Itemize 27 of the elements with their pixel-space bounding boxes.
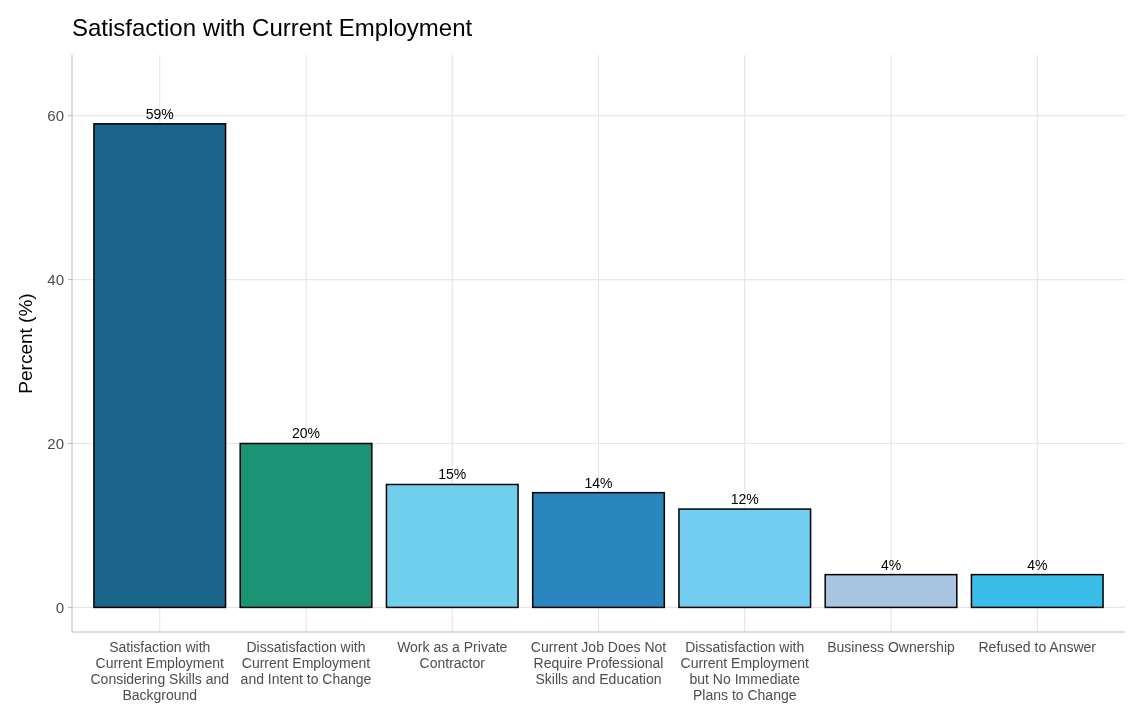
x-tick-label: Dissatisfaction with Current Employment but No Immediate Plans to Change: [680, 639, 810, 703]
data-label: 12%: [730, 491, 759, 508]
y-tick-label: 60: [47, 106, 64, 124]
chart-title: Satisfaction with Current Employment: [72, 14, 473, 41]
bar: [385, 483, 519, 609]
x-tick-label: Satisfaction with Current Employment Considering Skills and Background: [90, 639, 230, 703]
x-tick-label: Business Ownership: [827, 639, 956, 655]
x-tick-label: Current Job Does Not Require Professional Skills and Education: [530, 639, 667, 687]
x-tick-label: Work as a Private Contractor: [397, 639, 508, 671]
y-axis-title: Percent (%): [15, 293, 36, 394]
data-label: 15%: [438, 466, 467, 483]
bar: [678, 508, 812, 609]
data-label: 4%: [880, 556, 902, 573]
bar: [531, 491, 666, 609]
bar: [970, 573, 1104, 609]
x-tick-label: Dissatisfaction with Current Employment and Intent to Change: [240, 639, 372, 687]
bar: [824, 573, 958, 609]
y-tick-label: 40: [47, 270, 64, 288]
data-label: 14%: [584, 474, 613, 491]
bar: [93, 123, 227, 609]
data-label: 4%: [1027, 556, 1048, 573]
data-label: 20%: [291, 425, 321, 442]
data-label: 59%: [145, 105, 174, 122]
bar: [239, 442, 373, 609]
y-tick-label: 0: [55, 598, 64, 616]
y-tick-label: 20: [47, 434, 64, 452]
x-tick-label: Refused to Answer: [978, 639, 1097, 655]
